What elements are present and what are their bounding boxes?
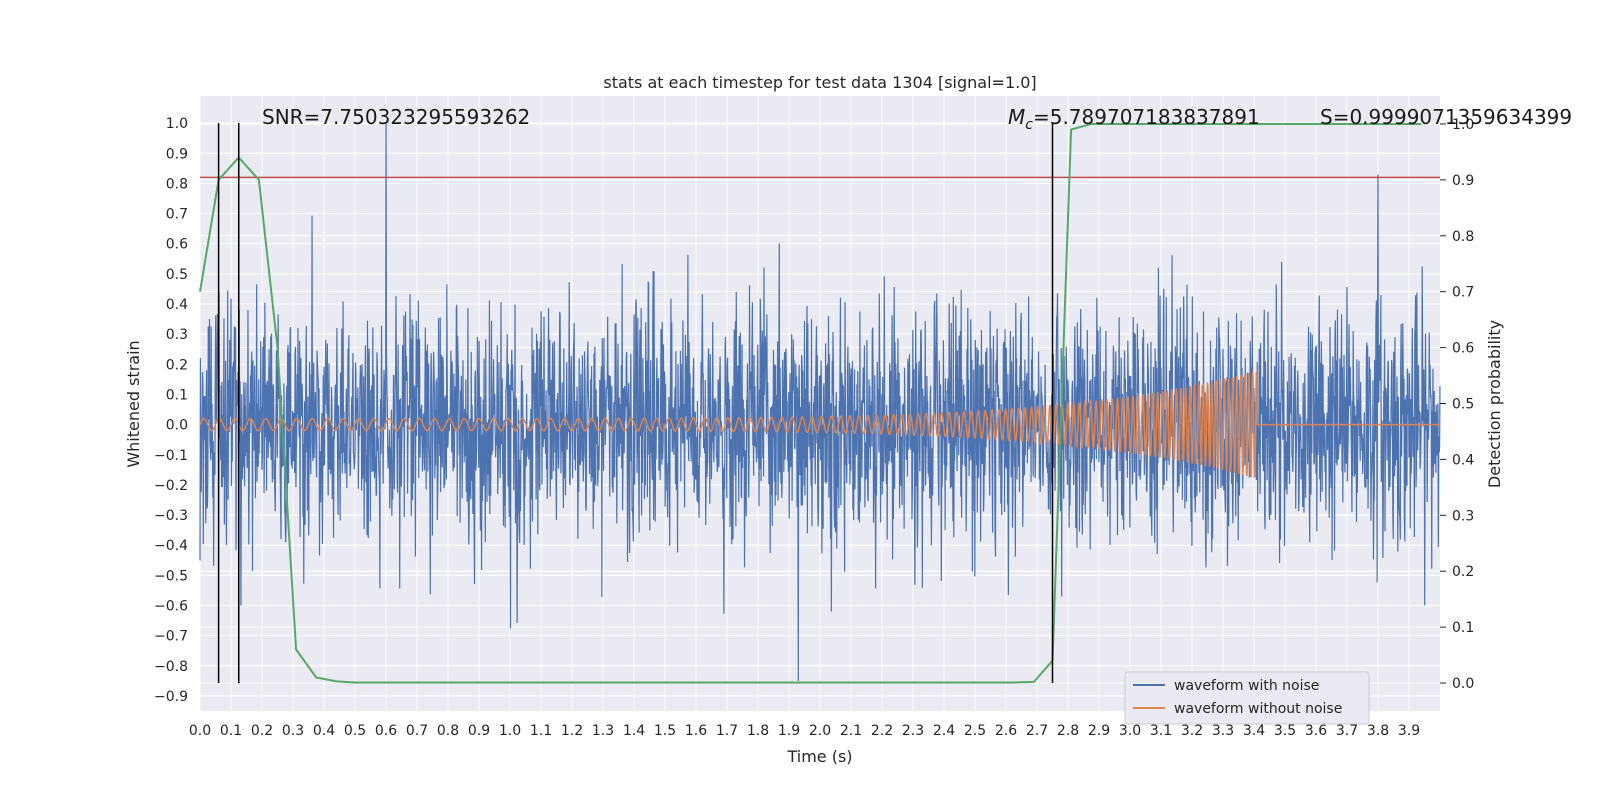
y-tick-label: −0.2: [154, 478, 188, 494]
y2-tick-label: 0.1: [1452, 620, 1474, 636]
y2-tick-labels: 1.0 0.9 0.8 0.7 0.6 0.5 0.4 0.3 0.2 0.1 0.0: [1440, 117, 1474, 692]
chirp-mass-annotation: Mc=5.789707183837891: [1008, 105, 1260, 133]
chirp-mass-symbol: M: [1008, 105, 1025, 129]
y-tick-labels: 1.0 0.9 0.8 0.7 0.6 0.5 0.4 0.3 0.2 0.1 0.0 −0.1 −0.…: [154, 116, 188, 705]
y2-tick-label: 0.0: [1452, 676, 1474, 692]
x-tick-label: 3.1: [1150, 723, 1172, 739]
x-tick-label: 0.8: [437, 723, 459, 739]
x-tick-label: 3.4: [1243, 723, 1265, 739]
x-tick-label: 1.3: [592, 723, 614, 739]
chart-title: stats at each timestep for test data 130…: [603, 73, 1036, 92]
y-tick-label: −0.5: [154, 568, 188, 584]
x-tick-label: 0.4: [313, 723, 335, 739]
x-tick-label: 2.3: [902, 723, 924, 739]
y2-tick-label: 0.3: [1452, 508, 1474, 524]
x-tick-label: 0.1: [220, 723, 242, 739]
legend-label-noise: waveform with noise: [1174, 678, 1319, 694]
legend-box: [1124, 671, 1370, 725]
y-tick-label: −0.6: [154, 598, 188, 614]
x-tick-label: 3.0: [1119, 723, 1141, 739]
y-tick-label: −0.3: [154, 508, 188, 524]
x-tick-label: 0.2: [251, 723, 273, 739]
y2-tick-label: 1.0: [1452, 117, 1474, 133]
y-tick-label: 0.5: [166, 267, 188, 283]
series-detection-probability: [199, 122, 1422, 684]
x-tick-label: 2.7: [1026, 723, 1048, 739]
y-tick-label: 0.4: [166, 297, 188, 313]
y2-tick-label: 0.9: [1452, 173, 1474, 189]
x-tick-label: 1.4: [623, 723, 645, 739]
x-tick-label: 1.9: [778, 723, 800, 739]
vertical-markers: [217, 123, 1054, 684]
x-tick-label: 3.5: [1274, 723, 1296, 739]
y-tick-label: −0.1: [154, 448, 188, 464]
x-tick-label: 1.2: [561, 723, 583, 739]
x-tick-label: 0.9: [468, 723, 490, 739]
y-tick-label: 1.0: [166, 116, 188, 132]
y-axis-label: Whitened strain: [124, 340, 143, 467]
y-tick-label: 0.8: [166, 176, 188, 192]
x-tick-label: 3.3: [1212, 723, 1234, 739]
x-tick-label: 2.8: [1057, 723, 1079, 739]
snr-annotation: SNR=7.750323295593262: [262, 105, 530, 129]
x-tick-label: 2.1: [840, 723, 862, 739]
x-tick-label: 2.0: [809, 723, 831, 739]
x-tick-label: 2.5: [964, 723, 986, 739]
x-tick-label: 3.6: [1305, 723, 1327, 739]
y-tick-label: 0.6: [166, 237, 188, 253]
chirp-mass-subscript: c: [1025, 117, 1033, 133]
x-tick-label: 1.7: [716, 723, 738, 739]
y2-tick-label: 0.8: [1452, 229, 1474, 245]
probability-path: [199, 122, 1422, 684]
x-tick-label: 3.8: [1367, 723, 1389, 739]
series-waveform-with-noise: [199, 123, 1441, 681]
x-tick-label: 2.6: [995, 723, 1017, 739]
x-tick-label: 0.7: [406, 723, 428, 739]
x-tick-label: 0.3: [282, 723, 304, 739]
y-tick-label: 0.3: [166, 327, 188, 343]
y-tick-label: −0.7: [154, 629, 188, 645]
noise-waveform-path: [199, 123, 1441, 681]
y2-tick-label: 0.7: [1452, 285, 1474, 301]
x-tick-label: 3.9: [1398, 723, 1420, 739]
y-tick-label: 0.1: [166, 387, 188, 403]
y-tick-label: 0.2: [166, 357, 188, 373]
s-annotation: S=0.9999071359634399: [1320, 105, 1572, 129]
x-tick-label: 1.1: [530, 723, 552, 739]
x-tick-label: 2.4: [933, 723, 955, 739]
x-tick-label: 3.2: [1181, 723, 1203, 739]
legend-label-clean: waveform without noise: [1174, 701, 1342, 717]
y2-tick-label: 0.4: [1452, 452, 1474, 468]
x-tick-labels: 0.0 0.1 0.2 0.3 0.4 0.5 0.6 0.7 0.8 0.9 1.0 1.1 1.2 1…: [189, 723, 1420, 739]
y-tick-label: 0.9: [166, 146, 188, 162]
legend: waveform with noise waveform without noi…: [1124, 671, 1370, 725]
x-tick-label: 0.6: [375, 723, 397, 739]
chirp-mass-value: =5.789707183837891: [1033, 105, 1260, 129]
y-tick-label: −0.9: [154, 689, 188, 705]
x-tick-label: 0.0: [189, 723, 211, 739]
x-tick-label: 1.8: [747, 723, 769, 739]
y-tick-label: −0.4: [154, 538, 188, 554]
y2-tick-label: 0.5: [1452, 397, 1474, 413]
y2-tick-label: 0.6: [1452, 341, 1474, 357]
x-tick-label: 2.9: [1088, 723, 1110, 739]
x-tick-label: 1.6: [685, 723, 707, 739]
y-tick-label: −0.8: [154, 659, 188, 675]
series-waveform-without-noise: [199, 369, 1440, 478]
x-tick-label: 3.7: [1336, 723, 1358, 739]
x-tick-label: 0.5: [344, 723, 366, 739]
x-tick-label: 2.2: [871, 723, 893, 739]
clean-waveform-path: [199, 369, 1440, 478]
y2-tick-label: 0.2: [1452, 564, 1474, 580]
y2-axis-label: Detection probability: [1485, 320, 1504, 488]
y-tick-label: 0.0: [166, 418, 188, 434]
x-tick-label: 1.5: [654, 723, 676, 739]
x-axis-label: Time (s): [786, 747, 852, 766]
y-tick-label: 0.7: [166, 207, 188, 223]
x-tick-label: 1.0: [499, 723, 521, 739]
